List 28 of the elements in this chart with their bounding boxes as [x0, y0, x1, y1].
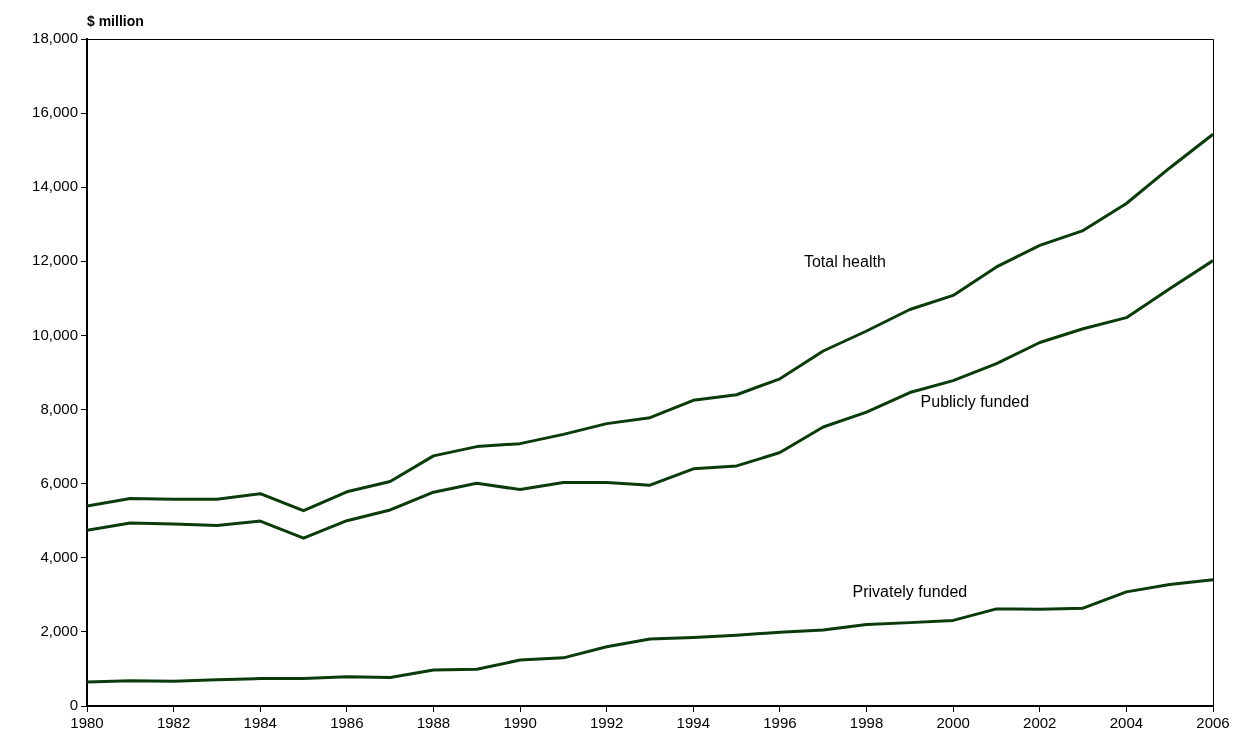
x-tick-label: 1998	[849, 714, 884, 732]
x-tick-label: 1994	[676, 714, 710, 732]
x-tick-label: 1982	[156, 714, 191, 732]
x-tick-label: 1984	[243, 714, 277, 732]
series-label: Privately funded	[852, 583, 968, 601]
x-tick-label: 1996	[763, 714, 797, 732]
x-tick-label: 1990	[503, 714, 537, 732]
y-tick-label: 14,000	[32, 177, 78, 195]
x-tick-label: 1986	[330, 714, 364, 732]
y-tick-label: 16,000	[32, 103, 78, 121]
y-tick-label: 2,000	[40, 622, 78, 640]
series-label: Publicly funded	[920, 392, 1030, 410]
x-tick-label: 2004	[1109, 714, 1144, 732]
y-tick-label: 10,000	[32, 325, 78, 343]
x-tick-label: 1988	[416, 714, 451, 732]
x-tick-label: 1992	[590, 714, 624, 732]
x-tick-label: 2002	[1023, 714, 1057, 732]
y-tick-label: 0	[69, 696, 78, 714]
x-tick-label: 1980	[70, 714, 104, 732]
text: Total health	[803, 253, 886, 271]
x-tick-label: 2006	[1196, 714, 1230, 732]
y-tick-label: 12,000	[32, 251, 78, 269]
y-tick-label: 18,000	[32, 29, 78, 47]
y-axis-title: $ million	[87, 12, 144, 29]
y-tick-label: 8,000	[40, 399, 78, 417]
y-tick-label: 4,000	[40, 547, 78, 565]
x-tick-label: 2000	[936, 714, 970, 732]
y-tick-label: 6,000	[40, 473, 78, 491]
